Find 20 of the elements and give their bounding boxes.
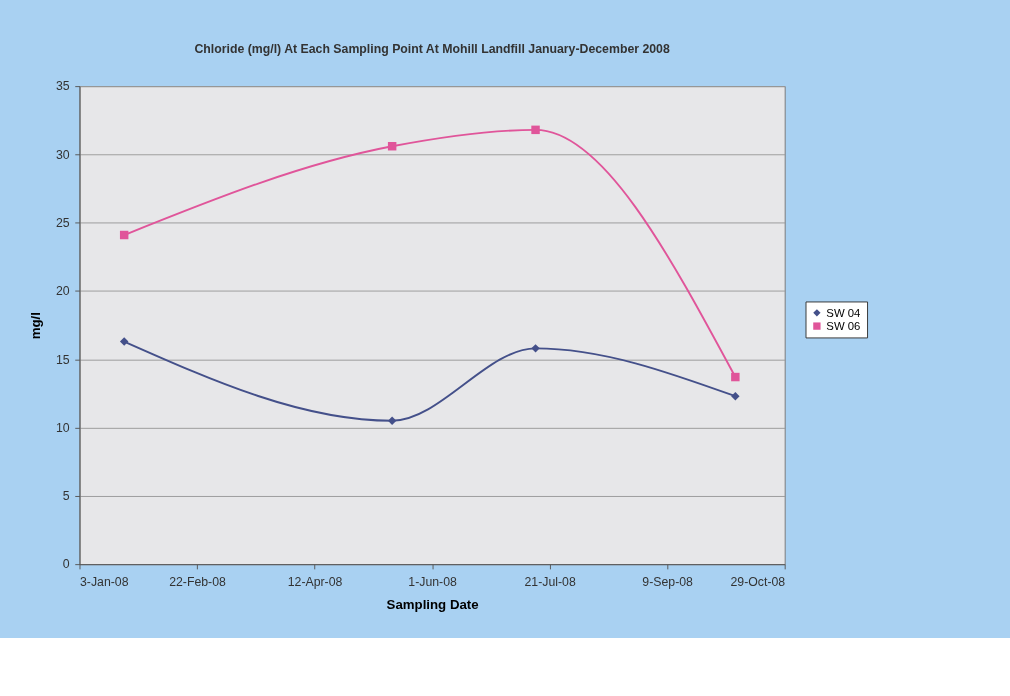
y-tick-label: 10: [55, 420, 70, 435]
legend-label: SW 06: [826, 319, 861, 332]
y-tick-label: 0: [62, 557, 70, 572]
x-tick-label: 22-Feb-08: [169, 575, 227, 590]
x-axis-title: Sampling Date: [386, 597, 479, 613]
x-tick-label: 9-Sep-08: [642, 575, 694, 590]
legend-label: SW 04: [826, 306, 861, 319]
y-tick-label: 25: [55, 215, 70, 230]
x-tick-label: 21-Jul-08: [524, 575, 576, 590]
y-axis-title: mg/l: [27, 312, 43, 340]
x-tick-label: 12-Apr-08: [287, 575, 343, 590]
x-tick-label: 29-Oct-08: [730, 575, 786, 590]
y-tick-label: 20: [55, 284, 70, 299]
x-tick-label: 3-Jan-08: [79, 575, 129, 590]
y-tick-label: 5: [62, 489, 70, 504]
y-tick-label: 35: [55, 79, 70, 94]
x-tick-label: 1-Jun-08: [408, 575, 458, 590]
y-tick-label: 15: [55, 352, 70, 367]
y-tick-label: 30: [55, 147, 70, 162]
chart-title: Chloride (mg/l) At Each Sampling Point At Mohill Landfill January-December 2008: [194, 42, 670, 57]
